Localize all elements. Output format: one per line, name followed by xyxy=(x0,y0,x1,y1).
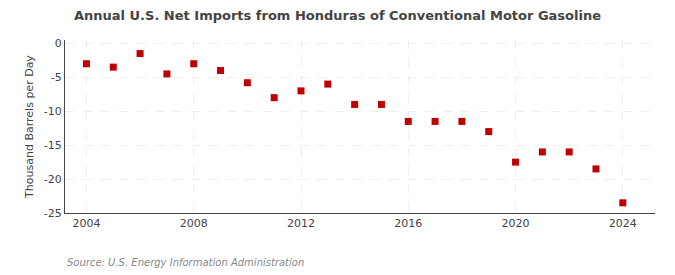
svg-text:2016: 2016 xyxy=(394,217,422,230)
svg-text:-20: -20 xyxy=(44,173,62,186)
svg-text:2008: 2008 xyxy=(180,217,208,230)
svg-text:-5: -5 xyxy=(51,71,62,84)
svg-text:Annual U.S. Net Imports from H: Annual U.S. Net Imports from Honduras of… xyxy=(74,8,601,23)
svg-text:2004: 2004 xyxy=(72,217,100,230)
svg-text:Source: U.S. Energy Informatio: Source: U.S. Energy Information Administ… xyxy=(67,257,304,268)
svg-text:Thousand Barrels per Day: Thousand Barrels per Day xyxy=(23,55,36,199)
svg-text:2012: 2012 xyxy=(287,217,315,230)
svg-text:-15: -15 xyxy=(44,139,62,152)
svg-text:-25: -25 xyxy=(44,207,62,220)
svg-text:0: 0 xyxy=(55,37,62,50)
svg-text:2024: 2024 xyxy=(609,217,637,230)
svg-text:2020: 2020 xyxy=(502,217,530,230)
svg-text:-10: -10 xyxy=(44,105,62,118)
